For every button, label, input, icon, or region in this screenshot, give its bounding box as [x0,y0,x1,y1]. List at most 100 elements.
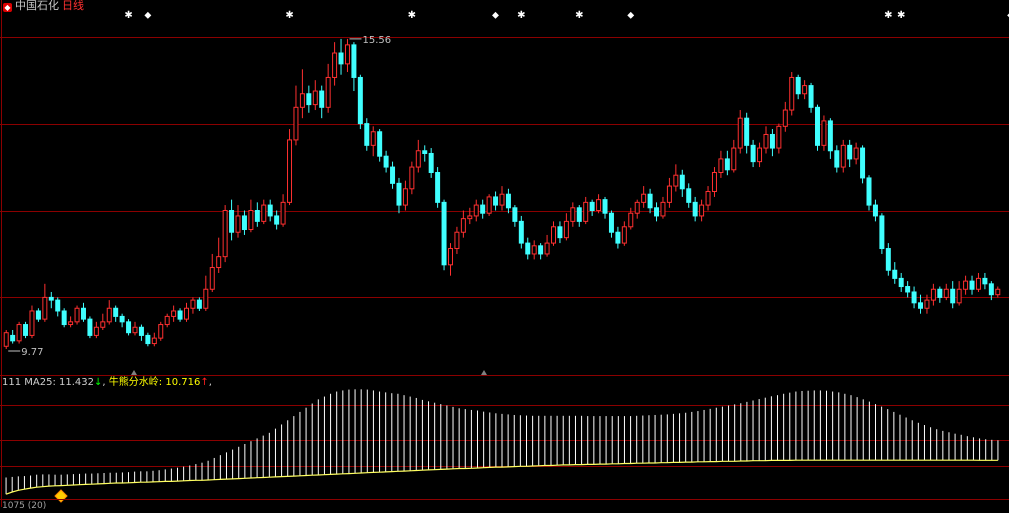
candle-up [711,171,717,193]
top-marker-icon: ✱ [884,10,892,21]
candle-up [821,120,827,146]
candle-up [666,185,672,203]
candle-down [383,155,389,168]
candle-up [570,207,576,222]
candle-up [68,321,74,326]
period-label[interactable]: 日线 [62,0,84,12]
candle-down [918,302,924,309]
candle-down [351,44,357,78]
candle-up [248,210,254,231]
candle-up [673,174,679,187]
candle-up [956,288,962,304]
candle-up [641,193,647,203]
candle-down [750,144,756,163]
candle-down [396,182,402,206]
candle-down [254,210,260,222]
candle-up [299,93,305,108]
candle-down [441,201,447,266]
candle-up [551,226,557,244]
candle-up [216,256,222,269]
candle-down [48,296,54,301]
candle-down [679,174,685,190]
candle-down [87,318,93,336]
candle-up [370,131,376,146]
candle-up [287,139,293,203]
candle-down [119,315,125,323]
ma-label: MA25: [24,377,56,388]
candle-down [988,283,994,296]
candle-down [608,212,614,233]
candle-up [261,204,267,222]
bull-bear-label: 牛熊分水岭: [108,377,163,388]
candle-up [106,307,112,323]
candle-down [589,201,595,212]
candle-down [126,321,132,334]
candle-up [924,299,930,309]
candle-up [190,299,196,309]
bull-bear-up-arrow-icon: ↑ [200,377,209,388]
candle-up [763,133,769,149]
candle-up [158,324,164,339]
candle-up [74,307,80,323]
candle-down [847,144,853,160]
indicator-name: 111 [2,377,22,388]
candle-down [834,150,840,168]
candle-down [229,210,235,233]
candle-up [447,248,453,266]
candle-up [473,204,479,217]
separator-marker-icon [481,370,487,375]
candle-down [319,90,325,108]
candle-down [982,277,988,285]
candle-up [332,52,338,78]
candle-up [943,288,949,298]
candle-down [422,150,428,154]
candle-down [525,242,531,255]
candle-down [815,106,820,146]
candle-up [312,90,318,106]
candle-up [16,324,22,342]
separator-marker-icon [131,370,137,375]
stock-badge-icon: ◆ [3,3,12,12]
candle-down [937,288,943,298]
candle-down [654,207,660,217]
candle-down [911,291,917,304]
candle-up [840,144,846,168]
candle-down [196,299,202,309]
candle-up [731,147,737,171]
indicator-legend: 111 MA25: 11.432↓, 牛熊分水岭: 10.716↑, [2,376,212,389]
candle-up [544,242,550,255]
candle-up [171,310,177,317]
candle-up [789,76,795,111]
top-marker-icon: ✱ [124,10,132,21]
candle-down [769,133,775,149]
candle-down [274,215,280,225]
candle-up [853,147,859,160]
candle-down [969,280,975,290]
candle-up [802,85,808,95]
chart-title: ◆ 中国石化 日线 [3,0,84,12]
min-price-label: 9.77 [21,347,43,358]
candle-down [428,152,434,173]
candle-up [705,191,711,206]
candle-down [377,131,383,157]
candle-down [512,207,518,222]
bull-bear-line [5,459,998,495]
candle-up [203,288,209,309]
top-marker-icon: ⬥ [492,10,499,21]
ma-down-arrow-icon: ↓ [94,377,103,388]
candle-down [692,201,698,217]
candle-down [177,310,183,320]
candle-up [164,315,170,326]
candle-up [29,310,35,336]
candle-up [151,337,157,345]
candle-up [499,193,505,206]
candle-down [905,286,911,293]
candle-up [293,106,299,141]
candle-down [879,215,885,250]
candle-down [518,220,524,244]
candle-up [563,220,569,239]
candle-down [557,226,563,239]
candle-up [583,201,589,222]
